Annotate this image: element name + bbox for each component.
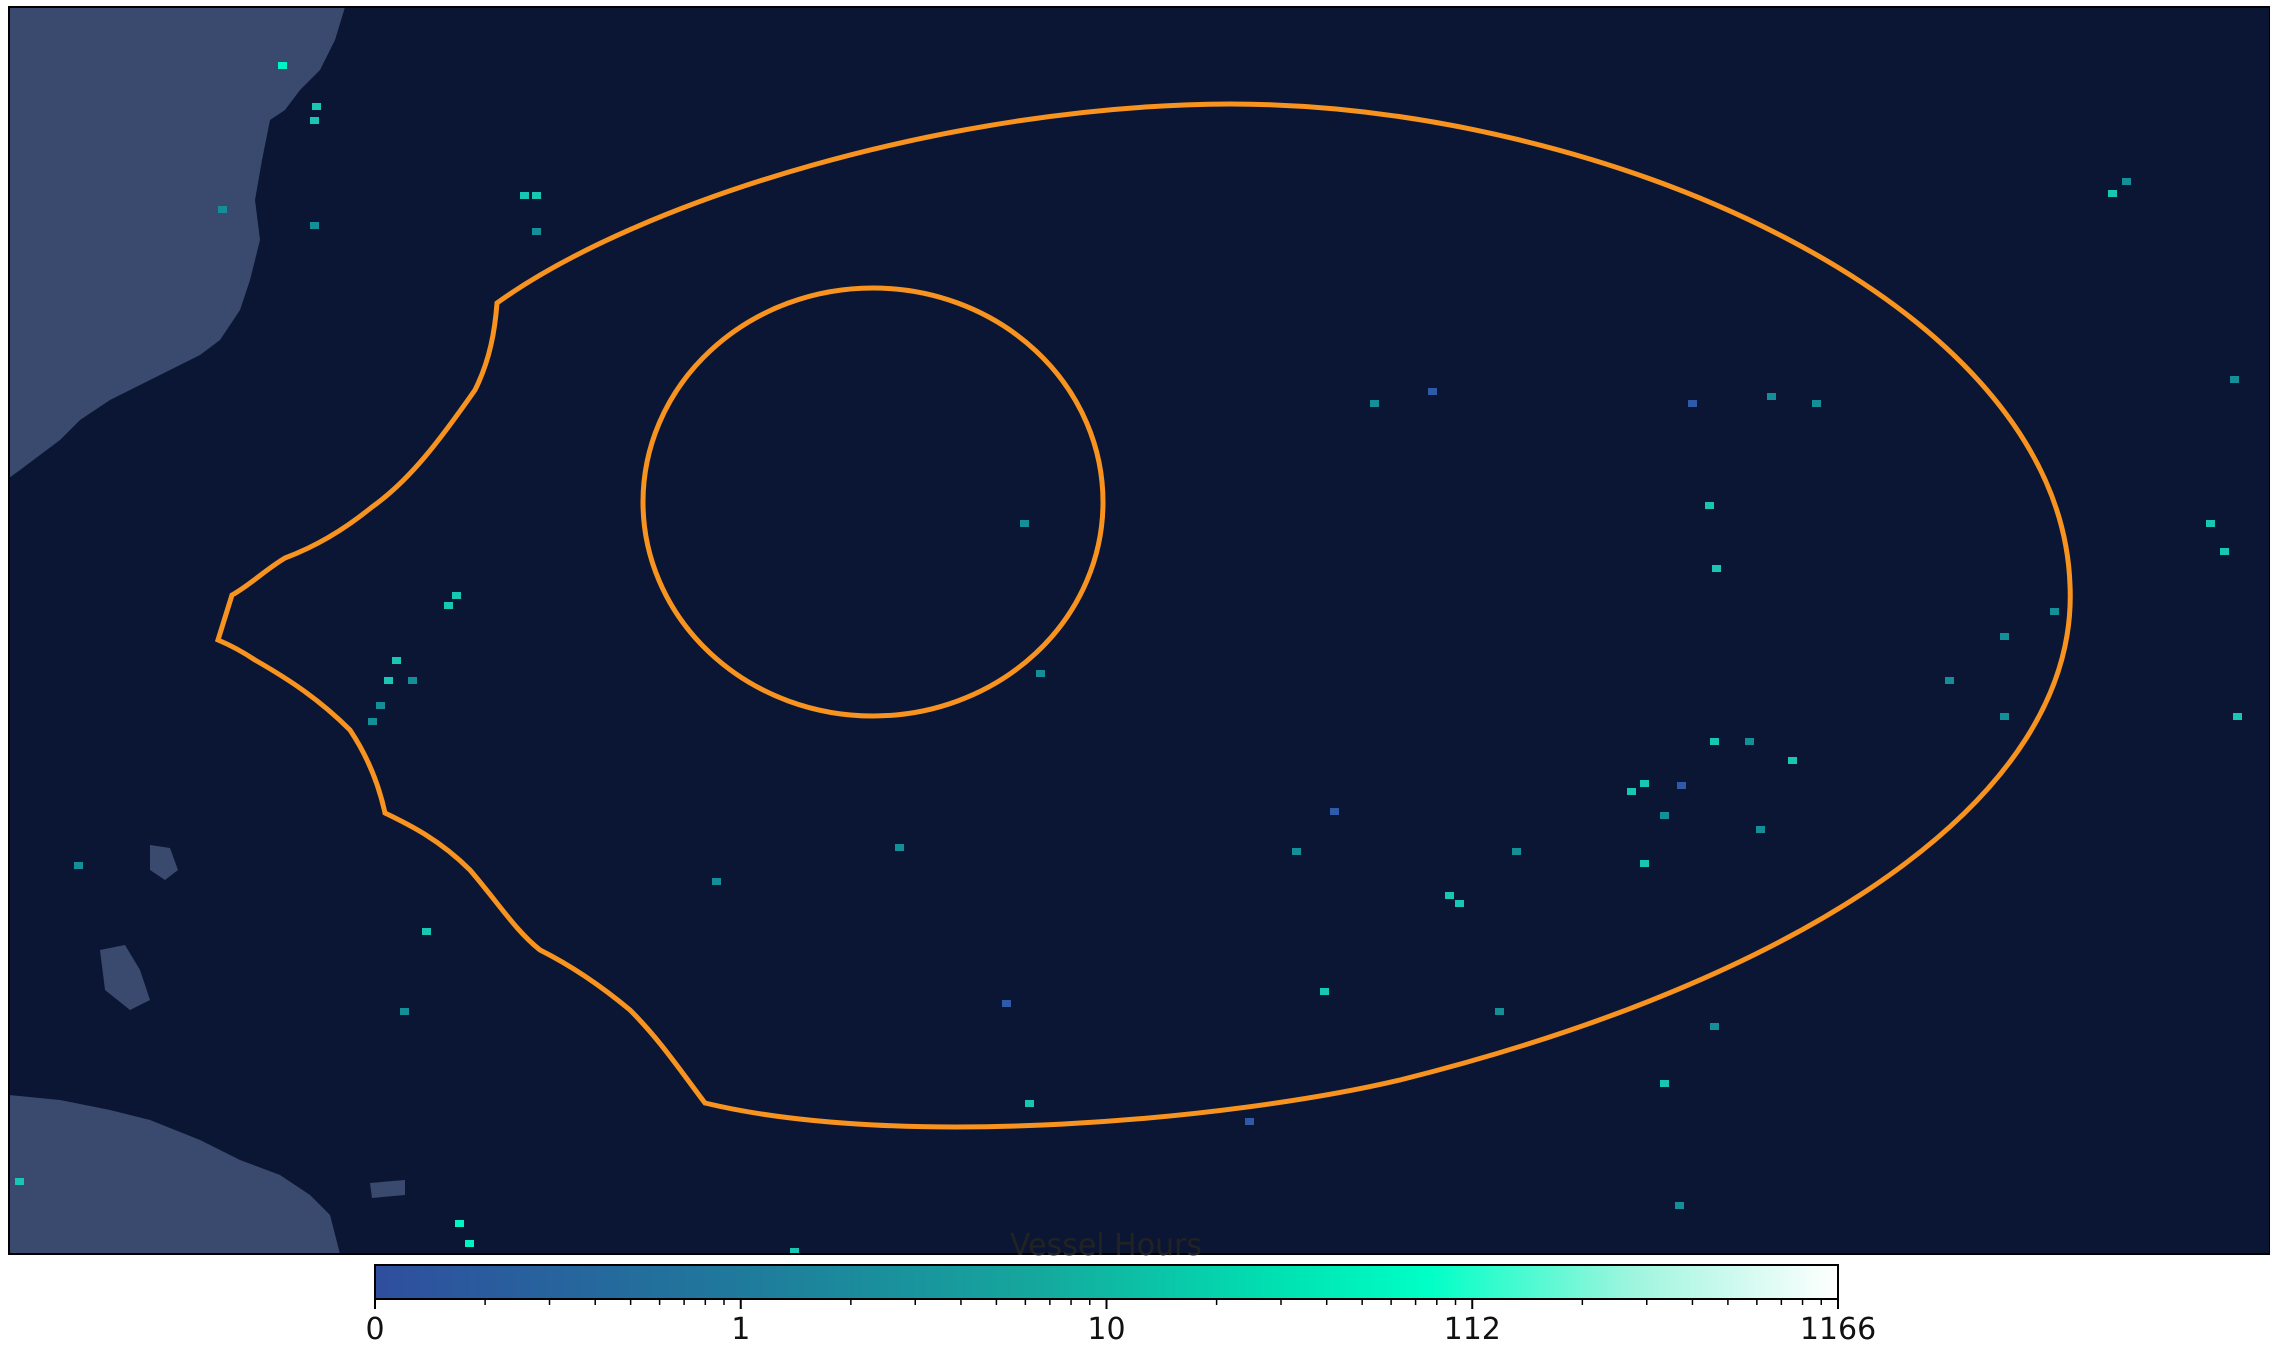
vessel-cell — [1627, 788, 1636, 795]
vessel-cell — [422, 928, 431, 935]
vessel-cell — [310, 117, 319, 124]
vessel-cell — [1660, 1080, 1669, 1087]
vessel-cell — [1812, 400, 1821, 407]
map-frame — [8, 6, 2270, 1255]
vessel-cell — [1025, 1100, 1034, 1107]
land-southwest — [9, 1095, 340, 1254]
vessel-cell — [1640, 860, 1649, 867]
inner-circle-boundary — [640, 285, 1106, 719]
vessel-cell — [312, 103, 321, 110]
land-northwest — [9, 7, 345, 478]
vessel-cell — [532, 192, 541, 199]
ocean-background — [9, 7, 2270, 1254]
vessel-cell — [384, 677, 393, 684]
vessel-cell — [1445, 892, 1454, 899]
vessel-cell — [1428, 388, 1437, 395]
vessel-cell — [218, 206, 227, 213]
vessel-cell — [1710, 1023, 1719, 1030]
vessel-cell — [465, 1240, 474, 1247]
vessel-cell — [1640, 780, 1649, 787]
vessel-presence-dots — [15, 62, 2242, 1255]
vessel-cell — [1495, 1008, 1504, 1015]
colorbar-tick-label: 1166 — [1800, 1312, 1876, 1345]
vessel-cell — [408, 677, 417, 684]
island-small-2 — [150, 845, 178, 880]
vessel-cell — [2230, 376, 2239, 383]
vessel-cell — [368, 718, 377, 725]
vessel-cell — [520, 192, 529, 199]
colorbar-ticks: 0 1 10 112 1166 — [365, 1299, 1876, 1345]
vessel-cell — [2108, 190, 2117, 197]
colorbar-tick-label: 0 — [365, 1312, 384, 1345]
island-small-1 — [100, 945, 150, 1010]
outer-eez-boundary — [214, 101, 2073, 1130]
vessel-cell — [1660, 812, 1669, 819]
vessel-cell — [1020, 520, 1029, 527]
vessel-cell — [1330, 808, 1339, 815]
vessel-cell — [2000, 713, 2009, 720]
colorbar-tick-label: 10 — [1087, 1312, 1125, 1345]
land-masses — [9, 7, 405, 1254]
vessel-cell — [1705, 502, 1714, 509]
colorbar-gradient — [374, 1264, 1839, 1300]
vessel-cell — [895, 844, 904, 851]
vessel-cell — [1710, 738, 1719, 745]
vessel-cell — [2233, 713, 2242, 720]
vessel-cell — [1756, 826, 1765, 833]
vessel-cell — [1688, 400, 1697, 407]
vessel-cell — [278, 62, 287, 69]
vessel-cell — [1002, 1000, 1011, 1007]
vessel-cell — [452, 592, 461, 599]
vessel-cell — [1677, 782, 1686, 789]
vessel-cell — [1512, 848, 1521, 855]
vessel-cell — [2206, 520, 2215, 527]
vessel-cell — [2000, 633, 2009, 640]
vessel-cell — [455, 1220, 464, 1227]
vessel-cell — [1455, 900, 1464, 907]
vessel-cell — [392, 657, 401, 664]
vessel-cell — [1767, 393, 1776, 400]
vessel-cell — [1320, 988, 1329, 995]
vessel-cell — [2050, 608, 2059, 615]
vessel-cell — [1036, 670, 1045, 677]
vessel-cell — [2122, 178, 2131, 185]
vessel-cell — [532, 228, 541, 235]
vessel-cell — [712, 878, 721, 885]
island-small-3 — [370, 1180, 405, 1198]
vessel-cell — [1675, 1202, 1684, 1209]
vessel-cell — [310, 222, 319, 229]
colorbar-title: Vessel Hours — [1010, 1228, 1202, 1263]
vessel-cell — [1370, 400, 1379, 407]
vessel-cell — [400, 1008, 409, 1015]
colorbar-tick-label: 112 — [1444, 1312, 1501, 1345]
vessel-cell — [1745, 738, 1754, 745]
vessel-cell — [1712, 565, 1721, 572]
vessel-cell — [1292, 848, 1301, 855]
vessel-cell — [376, 702, 385, 709]
colorbar-tick-label: 1 — [731, 1312, 750, 1345]
vessel-cell — [1245, 1118, 1254, 1125]
vessel-cell — [2220, 548, 2229, 555]
vessel-cell — [74, 862, 83, 869]
vessel-cell — [1788, 757, 1797, 764]
vessel-cell — [444, 602, 453, 609]
vessel-cell — [1945, 677, 1954, 684]
boundaries — [214, 101, 2073, 1130]
vessel-cell — [790, 1248, 799, 1255]
vessel-cell — [15, 1178, 24, 1185]
